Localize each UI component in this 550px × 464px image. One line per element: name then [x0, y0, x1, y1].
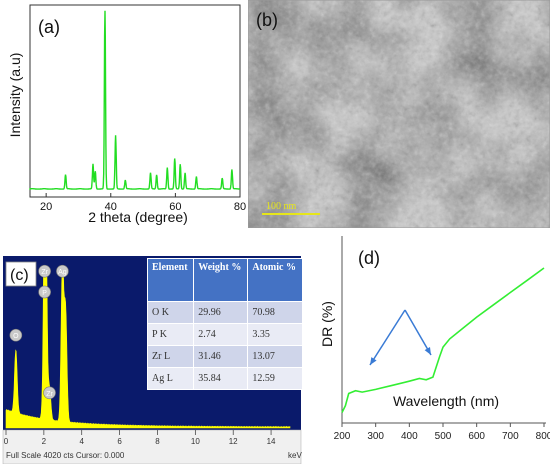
edx-peak-marker	[38, 264, 51, 278]
table-cell: 3.35	[247, 323, 303, 346]
edx-peak-label: Zr	[46, 391, 53, 398]
edx-tick-label: 6	[117, 437, 122, 446]
dr-y-axis-label: DR (%)	[319, 301, 335, 347]
edx-composition-table: Element Weight % Atomic % O K 29.96 70.9…	[146, 258, 303, 390]
edx-peak-marker	[9, 328, 23, 342]
edx-table-header: Element Weight % Atomic %	[146, 258, 303, 302]
edx-peak-marker	[43, 386, 56, 400]
table-row: Ag L 35.84 12.59	[146, 367, 303, 390]
edx-footer-scale: Full Scale 4020 cts Cursor: 0.000	[6, 451, 125, 460]
edx-header-weight: Weight %	[193, 258, 249, 302]
edx-peak-labels: O Zr P Ag Zr	[9, 264, 69, 400]
table-row: Zr L 31.46 13.07	[146, 345, 303, 368]
dr-arrow-head	[370, 357, 377, 365]
table-cell: Ag L	[146, 367, 195, 390]
xrd-x-axis-label: 2 theta (degree)	[88, 209, 188, 225]
xrd-plot-frame	[29, 4, 241, 198]
xrd-pattern-line	[29, 10, 240, 190]
dr-arrows	[369, 309, 432, 366]
edx-tick-label: 0	[4, 437, 9, 446]
dr-x-ticks: 200 300 400 500 600 700 800	[334, 423, 550, 442]
edx-spectrum-fill	[5, 267, 291, 429]
xrd-tick-label: 60	[169, 201, 181, 213]
table-cell: Zr L	[146, 345, 195, 368]
xrd-tick-label: 20	[40, 201, 52, 213]
panel-b-label: (b)	[256, 10, 278, 30]
xrd-y-axis-label: Intensity (a.u)	[7, 53, 23, 138]
edx-tick-label: 8	[155, 437, 160, 446]
table-cell: O K	[146, 301, 195, 324]
edx-footer-unit: keV	[288, 451, 302, 460]
table-row: O K 29.96 70.98	[146, 301, 303, 324]
xrd-tick-label: 40	[105, 201, 117, 213]
dr-tick-label: 300	[367, 431, 384, 442]
dr-tick-label: 600	[468, 431, 485, 442]
xrd-x-ticks: 20 40 60 80	[40, 193, 246, 213]
table-row: P K 2.74 3.35	[146, 323, 303, 346]
dr-tick-label: 800	[536, 431, 550, 442]
edx-tick-label: 2	[42, 437, 47, 446]
edx-peak-label: Zr	[41, 269, 48, 276]
table-cell: 70.98	[247, 301, 303, 324]
panel-a-label: (a)	[38, 17, 60, 37]
tem-image: (b) 100 nm	[248, 0, 550, 228]
edx-spectrum	[5, 267, 291, 429]
edx-peak-label: P	[42, 290, 47, 297]
edx-x-ticks: 0 2 4 6 8 10 12 14	[4, 430, 276, 446]
dr-tick-label: 200	[334, 431, 351, 442]
edx-tick-label: 10	[191, 437, 200, 446]
edx-header-atomic: Atomic %	[247, 258, 303, 302]
dr-spectrum-line	[341, 267, 545, 413]
dr-arrow-head	[424, 347, 431, 355]
table-cell: 13.07	[247, 345, 303, 368]
dr-tick-label: 400	[401, 431, 418, 442]
tem-scalebar-label: 100 nm	[266, 201, 297, 212]
dr-arrow-shaft	[369, 309, 406, 366]
xrd-tick-label: 80	[234, 201, 246, 213]
panel-d-label: (d)	[358, 248, 380, 268]
dr-x-axis-label: Wavelength (nm)	[393, 393, 499, 409]
xrd-panel: (a) Intensity (a.u) 20 40 60 80 2 theta (de…	[7, 4, 246, 225]
edx-tick-label: 12	[229, 437, 238, 446]
table-cell: 29.96	[193, 301, 249, 324]
table-cell: P K	[146, 323, 195, 346]
dr-tick-label: 700	[502, 431, 519, 442]
table-cell: 35.84	[193, 367, 249, 390]
table-cell: 12.59	[247, 367, 303, 390]
edx-peak-marker	[56, 264, 69, 278]
dr-tick-label: 500	[435, 431, 452, 442]
edx-peak-label: O	[13, 333, 19, 340]
table-cell: 2.74	[193, 323, 249, 346]
edx-peak-marker	[38, 285, 51, 299]
tem-micrograph: (b) 100 nm	[248, 0, 550, 228]
edx-peak-label: Ag	[58, 269, 67, 276]
panel-c-label: (c)	[10, 267, 29, 284]
edx-tick-label: 4	[80, 437, 85, 446]
edx-tick-label: 14	[267, 437, 276, 446]
dr-panel: (d) DR (%) Wavelength (nm) 200 300 400 500 6…	[319, 236, 550, 442]
dr-arrow-shaft	[404, 309, 432, 356]
table-cell: 31.46	[193, 345, 249, 368]
edx-header-element: Element	[146, 258, 195, 302]
